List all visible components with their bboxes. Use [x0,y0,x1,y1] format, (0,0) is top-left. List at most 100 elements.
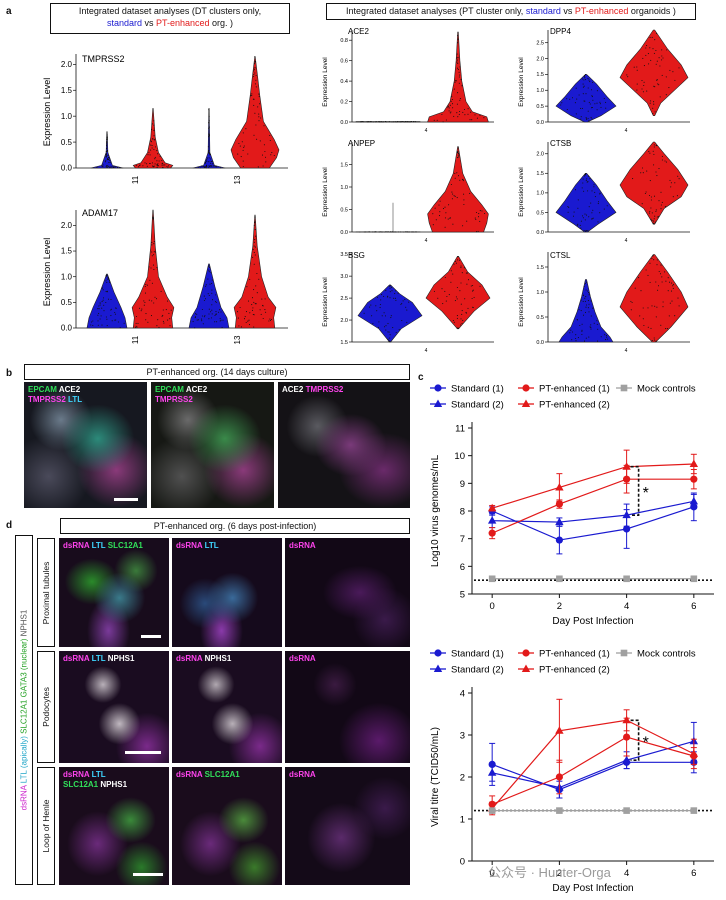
violin-point [459,99,461,101]
legend-marker-pt2 [521,664,531,672]
violin-point [606,338,608,340]
violin-point [466,283,468,285]
x-tick-label: 4 [624,601,629,612]
violin-plot-anpep: ANPEP Expression Level 0.0 0.5 1.0 1.5 4 [322,139,494,244]
violin-point [237,153,239,155]
violin-point [240,326,242,328]
violin-point [162,167,164,169]
violin-point [258,120,260,122]
violin-point [209,154,211,156]
significance-star: * [643,485,649,502]
violin-point [151,300,153,302]
right-title-suffix: organoids ) [628,6,676,16]
violin-point [636,69,638,71]
violin-point [385,290,387,292]
violin-point [106,137,108,139]
data-point-4-0 [488,575,496,583]
violin-point [415,121,417,123]
micrograph-b-ace2-tmprss2: ACE2 TMPRSS2 [278,382,410,508]
violin-point [211,309,213,311]
violin-point [450,100,452,102]
violin-point [255,124,257,126]
violin-point [106,166,108,168]
violin-point [585,289,587,291]
violin-point [664,160,666,162]
violin-point [590,300,592,302]
violin-point [385,329,387,331]
violin-point [397,292,399,294]
violin-point [265,311,267,313]
violin-point [465,311,467,313]
violin-point [591,218,593,220]
violin-point [401,319,403,322]
ylabel-ace2: Expression Level [322,57,329,107]
violin-point [449,217,451,219]
violin-point [219,317,221,319]
d-r1-c1-slc: SLC12A1 [105,541,143,550]
violin-point [111,320,113,322]
d-r3-c1-ltl: LTL [89,770,106,779]
violin-point [117,321,119,323]
gene-label-tmprss2: TMPRSS2 [82,54,125,64]
violin-point [254,246,256,248]
violin-point [153,268,155,271]
violin-point [654,305,656,307]
violin-point [210,160,212,162]
panel-d-stain-legend: dsRNA LTL (apically) SLC12A1 GATA3 (nucl… [15,535,33,885]
d-r2-c2-nphs1: NPHS1 [202,654,232,663]
violin-point [106,291,108,293]
violin-point [580,116,582,118]
d-r1-c3-dsrna: dsRNA [289,541,316,550]
violin-point [588,79,590,81]
y-axis-label: Viral titre (TCID50/mL) [430,727,441,827]
violin-point [636,66,638,68]
violin-point [254,216,256,218]
micrograph-d-pt-dsrna: dsRNA [285,538,410,647]
violin-point [654,86,656,88]
y-tick-label: 6 [460,562,465,573]
violin-point [433,119,435,121]
violin-point [208,157,210,159]
b2-label-tmprss2: TMPRSS2 [155,395,193,404]
data-point-0-1 [555,536,563,544]
violin-standard [357,284,423,343]
violin-point [150,315,153,317]
violin-point [359,231,361,233]
violin-point [457,147,459,149]
violin-point [253,241,255,243]
violin-point [205,166,207,168]
violin-point [658,200,660,202]
violin-standard [555,173,617,233]
x-tick-label: 4 [624,868,629,879]
gene-label-anpep: ANPEP [348,139,375,148]
violin-point [369,231,371,233]
violin-point [458,113,460,115]
violin-point [253,74,255,76]
y-tick-label: 0.6 [340,59,348,65]
violin-point [135,325,137,327]
violin-point [458,71,460,73]
violin-point [652,48,654,50]
violin-point [255,74,257,76]
violin-point [105,155,107,157]
violin-point [661,55,663,57]
xtick-ctsl: 4 [625,348,628,354]
violin-point [387,331,389,333]
violin-point [585,304,588,306]
violin-point [387,323,389,325]
violin-point [653,223,656,225]
violin-point [575,337,577,340]
violin-point [454,300,456,302]
violin-point [208,116,210,118]
violin-point [453,115,455,117]
violin-point [669,302,671,304]
violin-point [209,154,212,156]
violin-point [590,89,593,91]
violin-point [452,320,454,322]
violin-point [566,108,568,111]
violin-point [108,278,110,280]
violin-point [140,310,142,312]
violin-point [591,118,593,120]
violin-point [640,290,642,292]
violin-point [467,279,470,281]
